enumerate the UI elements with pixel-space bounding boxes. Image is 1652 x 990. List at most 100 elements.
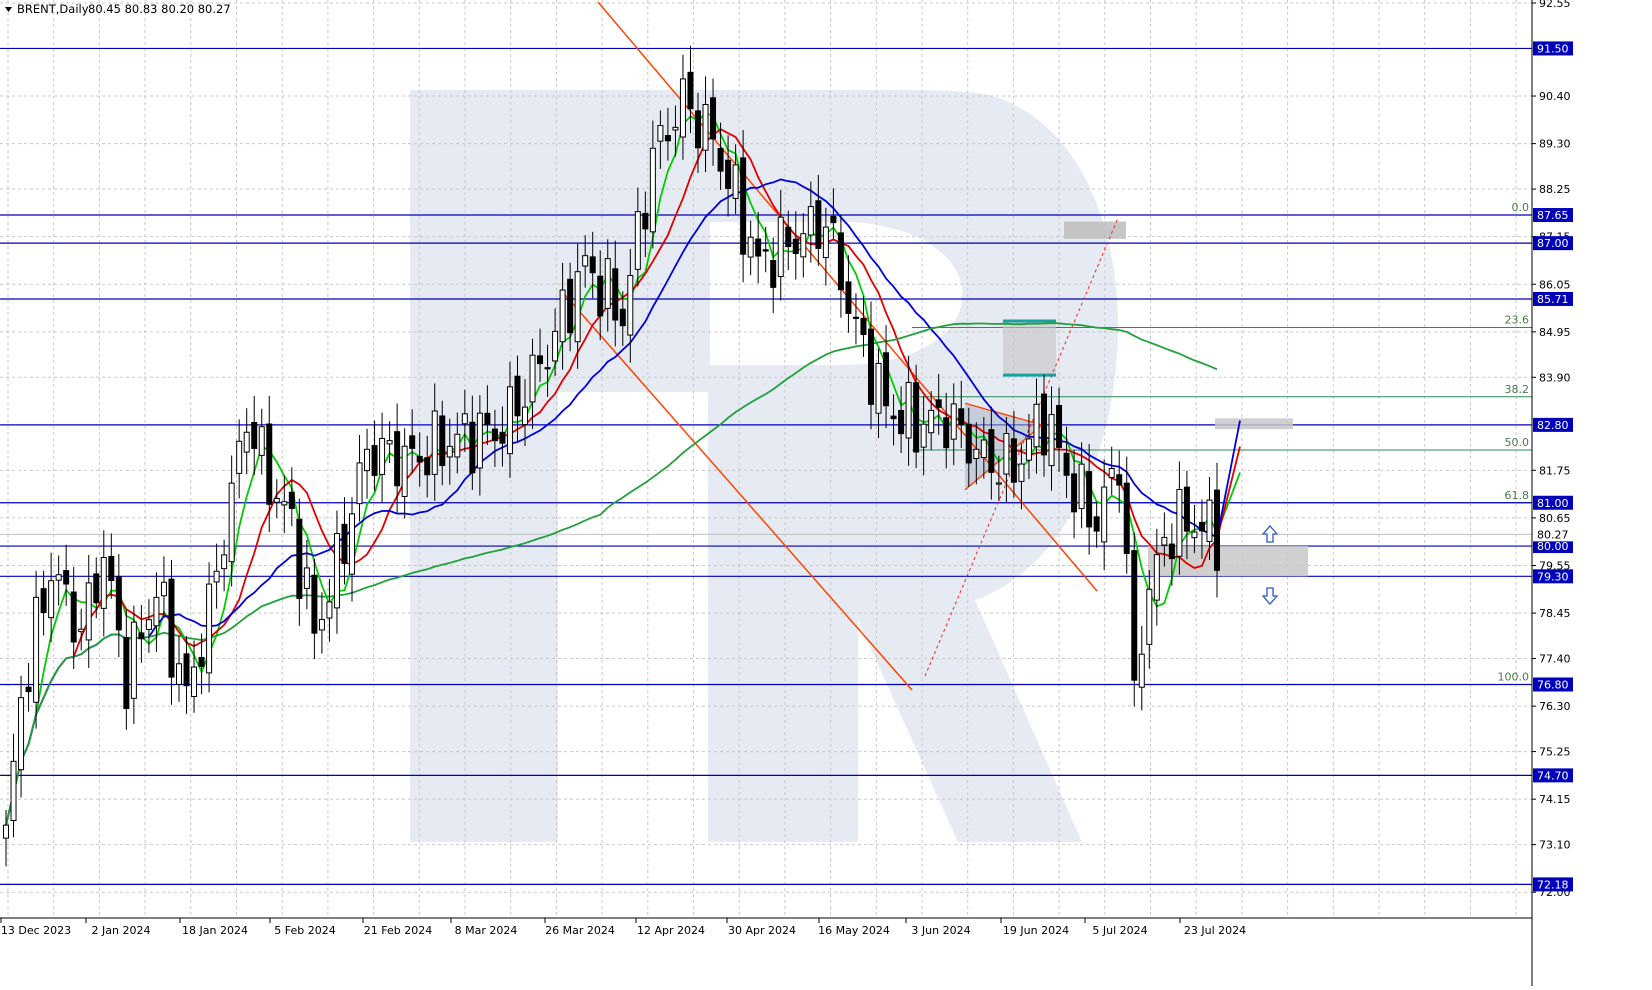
candle-body <box>837 232 844 291</box>
chart-header: BRENT,Daily 80.45 80.83 80.20 80.27 <box>5 2 231 16</box>
candle-body <box>386 440 393 445</box>
candle-body <box>514 375 521 417</box>
time-tick-label: 23 Jul 2024 <box>1184 924 1246 937</box>
candle-body <box>988 429 995 473</box>
candle-body <box>424 457 431 476</box>
candle-body <box>1018 463 1025 482</box>
candle-body <box>409 435 416 449</box>
level-label: 76.80 <box>1537 679 1569 692</box>
candle-body <box>236 440 243 474</box>
candle-body <box>815 200 822 249</box>
candle-body <box>627 275 634 336</box>
candle-body <box>213 570 220 583</box>
price-tick-label: 76.30 <box>1539 700 1571 713</box>
candle-body <box>1183 486 1190 532</box>
candle-body <box>115 576 122 631</box>
candle-body <box>431 410 438 475</box>
candle-body <box>822 226 829 259</box>
candle-body <box>913 382 920 453</box>
candle-body <box>63 570 70 585</box>
candle-body <box>130 621 137 699</box>
fib-label: 61.8 <box>1505 489 1530 502</box>
time-tick-label: 5 Jul 2024 <box>1092 924 1147 937</box>
candle-body <box>1078 463 1085 509</box>
candle-body <box>679 78 686 138</box>
candle-body <box>537 355 544 365</box>
candle-body <box>93 573 100 604</box>
candle-body <box>55 574 62 581</box>
candle-body <box>364 448 371 472</box>
candle-body <box>1071 473 1078 513</box>
candle-body <box>145 619 152 630</box>
level-label-bg <box>1533 208 1573 223</box>
dropdown-triangle-icon[interactable] <box>5 7 12 12</box>
candle-body <box>123 636 130 710</box>
candle-body <box>40 588 47 614</box>
candle-body <box>108 555 115 582</box>
candle-body <box>755 238 762 257</box>
level-label-bg <box>1533 768 1573 783</box>
candlesticks <box>3 45 1220 867</box>
candle-body <box>1131 550 1138 681</box>
candle-body <box>1086 471 1093 528</box>
level-label: 80.00 <box>1537 540 1569 553</box>
candle-body <box>777 216 784 278</box>
candle-body <box>552 330 559 362</box>
price-tick-label: 86.05 <box>1539 278 1571 291</box>
time-tick-label: 3 Jun 2024 <box>911 924 970 937</box>
candle-body <box>980 439 987 458</box>
level-label: 79.30 <box>1537 570 1569 583</box>
candle-body <box>657 125 664 142</box>
candle-body <box>160 581 167 597</box>
price-tick-label: 75.25 <box>1539 746 1571 759</box>
candle-body <box>1093 516 1100 532</box>
candle-body <box>1191 531 1198 539</box>
candle-body <box>266 423 273 505</box>
candle-body <box>935 399 942 408</box>
candle-body <box>1138 653 1145 688</box>
flag-zone <box>1003 321 1056 376</box>
candle-body <box>710 97 717 140</box>
candle-body <box>1056 404 1063 448</box>
candle-body <box>258 426 265 456</box>
ohlc-readout: 80.45 80.83 80.20 80.27 <box>88 2 231 16</box>
fib-label: 23.6 <box>1505 314 1530 327</box>
level-label: 87.00 <box>1537 237 1569 250</box>
candle-body <box>153 596 160 627</box>
horizontal-levels <box>0 47 1532 886</box>
candle-body <box>221 554 228 570</box>
candle-body <box>243 431 250 453</box>
candle-body <box>183 653 190 687</box>
candle-body <box>770 259 777 288</box>
price-axis-level-labels: 91.50 87.65 87.00 85.71 82.80 81.00 80.00 79.30… <box>1533 41 1573 892</box>
candle-body <box>1003 433 1010 475</box>
level-label-bg <box>1533 877 1573 892</box>
candle-body <box>356 462 363 505</box>
candle-body <box>25 686 32 693</box>
candle-body <box>695 110 701 149</box>
candle-body <box>288 491 295 509</box>
candle-body <box>762 249 769 252</box>
time-tick-label: 21 Feb 2024 <box>364 924 432 937</box>
candle-body <box>1168 543 1175 560</box>
candle-body <box>860 317 867 335</box>
level-label: 72.18 <box>1537 878 1569 891</box>
candle-body <box>830 215 837 224</box>
candle-body <box>845 281 852 314</box>
candle-body <box>394 431 401 487</box>
candle-body <box>890 415 897 420</box>
candle-body <box>3 824 9 839</box>
candle-body <box>1048 414 1055 467</box>
candle-body <box>1101 486 1108 543</box>
candle-body <box>10 760 17 822</box>
candle-body <box>868 328 874 405</box>
candle-body <box>311 574 318 634</box>
candle-body <box>469 421 476 474</box>
price-tick-label: 84.95 <box>1539 326 1571 339</box>
candle-body <box>303 567 310 589</box>
candle-body <box>522 406 528 426</box>
candle-body <box>792 238 799 255</box>
level-label: 82.80 <box>1537 419 1569 432</box>
